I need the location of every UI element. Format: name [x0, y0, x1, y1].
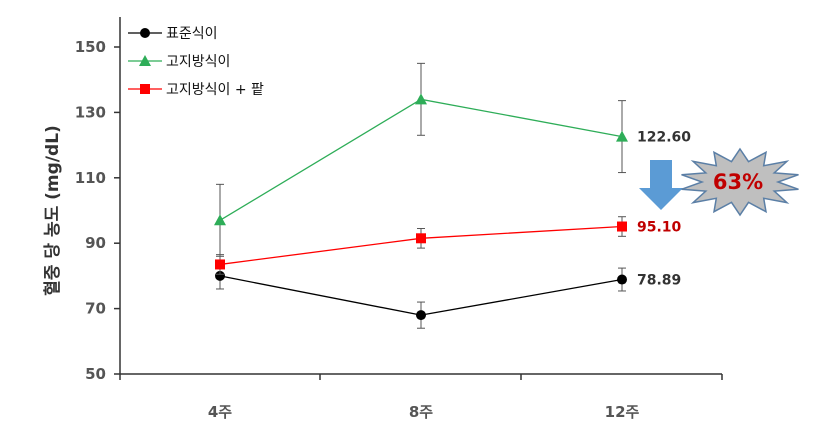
- reduction-percent-label: 63%: [713, 170, 763, 194]
- legend-item: 표준식이: [128, 26, 218, 42]
- legend-item: 고지방식이 + 팥: [128, 82, 264, 98]
- series-layer: [214, 62, 628, 329]
- data-label: 122.60: [637, 130, 691, 146]
- x-tick-label: 8주: [409, 403, 433, 421]
- data-point: [215, 259, 225, 270]
- axes: 50 70 90 110 130 150 4주 8주 12주 혈중 당 농도 (mg/dL): [42, 17, 723, 421]
- x-tick-label: 12주: [605, 403, 640, 421]
- data-labels: 122.60 95.10 78.89: [637, 130, 691, 289]
- data-point: [415, 93, 427, 105]
- x-tick-label: 4주: [208, 403, 232, 421]
- data-point: [214, 214, 226, 226]
- legend-label: 표준식이: [166, 26, 218, 42]
- series-2: [215, 216, 627, 275]
- y-tick-label: 110: [75, 169, 106, 187]
- series-1: [214, 62, 628, 257]
- y-tick-label: 130: [75, 103, 106, 121]
- y-tick-label: 70: [85, 300, 106, 318]
- data-point: [416, 310, 426, 321]
- data-point: [617, 221, 627, 232]
- series-0: [215, 262, 627, 329]
- data-point: [215, 270, 225, 281]
- legend-label: 고지방식이 + 팥: [166, 82, 264, 98]
- data-point: [616, 130, 628, 142]
- data-point: [139, 55, 151, 66]
- y-tick-label: 50: [85, 365, 106, 383]
- data-label: 78.89: [637, 273, 681, 289]
- legend-item: 고지방식이: [128, 54, 230, 70]
- y-tick-label: 150: [75, 38, 106, 56]
- data-label: 95.10: [637, 220, 682, 236]
- y-tick-label: 90: [85, 234, 106, 252]
- data-point: [140, 28, 150, 38]
- data-point: [140, 84, 150, 94]
- legend-label: 고지방식이: [166, 54, 230, 70]
- decrease-arrow-icon: [639, 160, 683, 210]
- data-point: [416, 233, 426, 244]
- data-point: [617, 274, 627, 285]
- starburst-badge: [681, 147, 799, 217]
- y-axis-title: 혈중 당 농도 (mg/dL): [42, 125, 63, 296]
